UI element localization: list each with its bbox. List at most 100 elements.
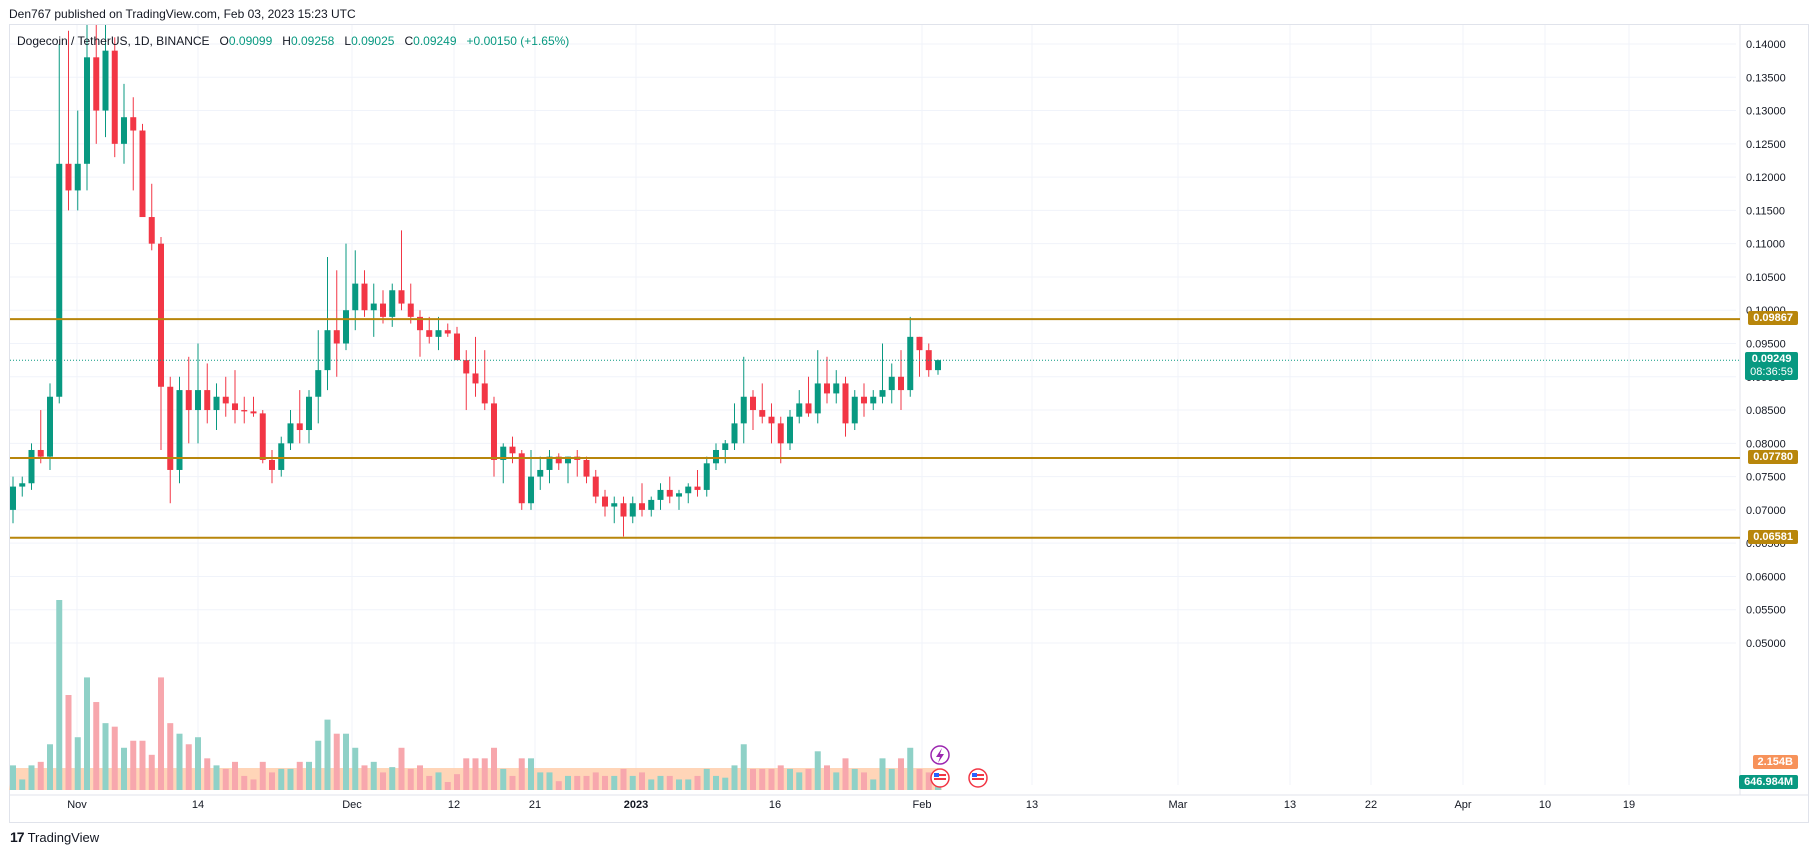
tradingview-brand-text: TradingView xyxy=(27,829,100,845)
volume-bar xyxy=(361,765,368,790)
candle-body xyxy=(19,483,26,487)
candle-body xyxy=(750,396,756,411)
volume-bar xyxy=(28,765,35,790)
candle-body xyxy=(435,330,442,337)
y-tick-label: 0.12000 xyxy=(1746,172,1786,184)
y-tick-label: 0.10500 xyxy=(1746,272,1786,284)
low-value: 0.09025 xyxy=(351,34,395,48)
volume-bar xyxy=(879,758,886,790)
volume-bar xyxy=(824,765,830,790)
level-tag-1: 0.09867 xyxy=(1748,311,1798,326)
candle-body xyxy=(370,303,377,311)
us-flag-icon xyxy=(934,774,946,776)
volume-bar xyxy=(500,768,507,790)
open-label: O xyxy=(219,34,229,48)
volume-bar xyxy=(491,747,497,790)
volume-bar xyxy=(916,768,923,790)
x-tick-label: 19 xyxy=(1623,799,1635,811)
candle-body xyxy=(84,57,90,164)
candle-body xyxy=(185,390,192,411)
us-flag-icon xyxy=(934,778,946,780)
volume-bar xyxy=(426,775,433,790)
volume-bar xyxy=(851,768,858,790)
candle-body xyxy=(851,396,858,424)
high-value: 0.09258 xyxy=(290,34,335,48)
level-tag-2: 0.07780 xyxy=(1748,449,1798,464)
volume-bar xyxy=(759,768,766,790)
volume-bar xyxy=(750,768,756,790)
candle-body xyxy=(935,360,941,371)
candle-body xyxy=(444,330,451,334)
candle-body xyxy=(315,370,322,397)
volume-bar xyxy=(481,758,488,790)
volume-bar xyxy=(620,768,627,790)
candle-body xyxy=(842,383,849,424)
volume-bar xyxy=(777,765,784,790)
volume-bar xyxy=(592,772,599,790)
y-tick-label: 0.06000 xyxy=(1746,571,1786,583)
candle-body xyxy=(158,243,164,387)
candle-body xyxy=(648,499,655,510)
symbol-label[interactable]: Dogecoin / TetherUS, 1D, BINANCE xyxy=(17,34,210,48)
footer-brand[interactable]: 17 TradingView xyxy=(10,829,99,845)
candle-body xyxy=(139,130,146,218)
volume-bar xyxy=(74,737,81,790)
volume-bar xyxy=(740,744,747,790)
volume-bar xyxy=(602,775,608,790)
volume-bar xyxy=(676,779,682,790)
candle-body xyxy=(93,57,100,111)
volume-bar xyxy=(130,740,137,790)
candle-body xyxy=(565,456,571,464)
candle-body xyxy=(787,416,793,444)
candle-body xyxy=(833,383,840,394)
volume-bar xyxy=(324,719,331,790)
volume-bar xyxy=(56,600,63,790)
candle-body xyxy=(546,456,553,470)
volume-bar xyxy=(629,775,636,790)
candle-body xyxy=(898,376,904,391)
volume-bar xyxy=(833,772,840,790)
volume-bar xyxy=(352,747,359,790)
volume-bar xyxy=(694,775,701,790)
volume-bar xyxy=(685,779,692,790)
candle-body xyxy=(454,333,460,361)
volume-bar xyxy=(583,775,590,790)
volume-bar xyxy=(139,740,146,790)
candle-body xyxy=(472,373,479,384)
current-price-value: 0.09249 xyxy=(1751,353,1792,366)
y-tick-label: 0.07500 xyxy=(1746,472,1786,484)
candle-body xyxy=(694,486,701,490)
volume-bar xyxy=(463,758,470,790)
candle-body xyxy=(666,489,673,497)
candle-body xyxy=(528,476,534,504)
volume-bar xyxy=(861,772,867,790)
volume-bar xyxy=(111,726,118,790)
volume-bar xyxy=(870,779,877,790)
tradingview-logo-icon: 17 xyxy=(10,829,25,845)
volume-bar xyxy=(666,775,673,790)
us-flag-icon xyxy=(972,778,984,780)
volume-bar xyxy=(398,747,405,790)
open-value: 0.09099 xyxy=(228,34,273,48)
candle-body xyxy=(620,503,627,517)
volume-bar xyxy=(269,772,275,790)
y-tick-label: 0.08000 xyxy=(1746,438,1786,450)
volume-bar xyxy=(10,765,16,790)
candle-body xyxy=(65,163,72,191)
change-value: +0.00150 (+1.65%) xyxy=(466,34,570,48)
x-tick-label: Feb xyxy=(913,799,932,811)
x-tick-label: Apr xyxy=(1454,799,1471,811)
volume-bar xyxy=(907,747,914,790)
volume-bar xyxy=(296,761,303,790)
volume-bar xyxy=(703,768,710,790)
volume-bar xyxy=(370,761,377,790)
volume-bar xyxy=(814,751,821,790)
level-tag-3: 0.06581 xyxy=(1748,529,1798,544)
candle-body xyxy=(232,403,238,411)
volume-bar xyxy=(537,772,544,790)
volume-bar xyxy=(472,758,479,790)
x-tick-label: 2023 xyxy=(624,799,648,811)
volume-bar xyxy=(343,733,349,790)
volume-bar xyxy=(102,723,109,790)
